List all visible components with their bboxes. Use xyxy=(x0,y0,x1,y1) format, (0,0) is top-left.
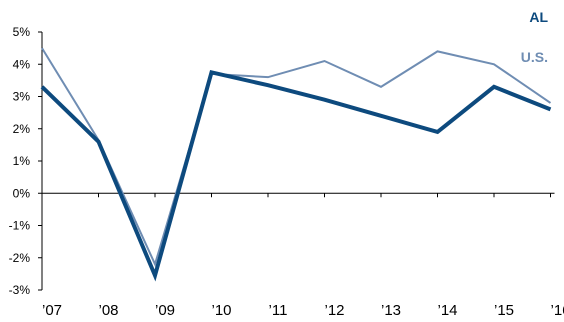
y-tick-label: 3% xyxy=(13,90,31,104)
legend-entry-us: U.S. xyxy=(521,49,548,65)
x-tick-label: ’07 xyxy=(42,302,62,319)
x-tick-label: ’09 xyxy=(155,302,175,319)
x-tick-label: ’08 xyxy=(98,302,118,319)
series-line-us xyxy=(41,47,552,268)
series-line-al xyxy=(40,69,552,282)
x-tick-label: ’12 xyxy=(324,302,344,319)
x-tick-label: ’15 xyxy=(494,302,514,319)
y-tick-label: 5% xyxy=(13,25,31,39)
x-tick-label: ’11 xyxy=(269,302,288,319)
x-tick-label: ’14 xyxy=(437,302,457,319)
y-tick-label: 4% xyxy=(13,57,31,71)
x-tick-label: ’10 xyxy=(211,302,231,319)
x-tick-label: ’13 xyxy=(381,302,401,319)
x-axis: ’07 ’08 ’09 ’10 ’11 ’12 ’13 ’14 ’15 ’16 xyxy=(41,192,564,319)
y-axis: -3% -2% -1% 0% 1% 2% 3% 4% 5% xyxy=(9,25,43,297)
x-tick-label: ’16 xyxy=(550,302,564,319)
series-lines xyxy=(40,47,552,282)
y-tick-label: -3% xyxy=(9,283,31,297)
legend-entry-al: AL xyxy=(529,9,548,25)
y-tick-label: 1% xyxy=(13,154,31,168)
y-tick-label: -2% xyxy=(9,251,31,265)
y-tick-label: 2% xyxy=(13,122,31,136)
y-tick-label: 0% xyxy=(13,186,31,200)
legend: AL U.S. xyxy=(521,9,549,65)
y-tick-label: -1% xyxy=(9,219,31,233)
